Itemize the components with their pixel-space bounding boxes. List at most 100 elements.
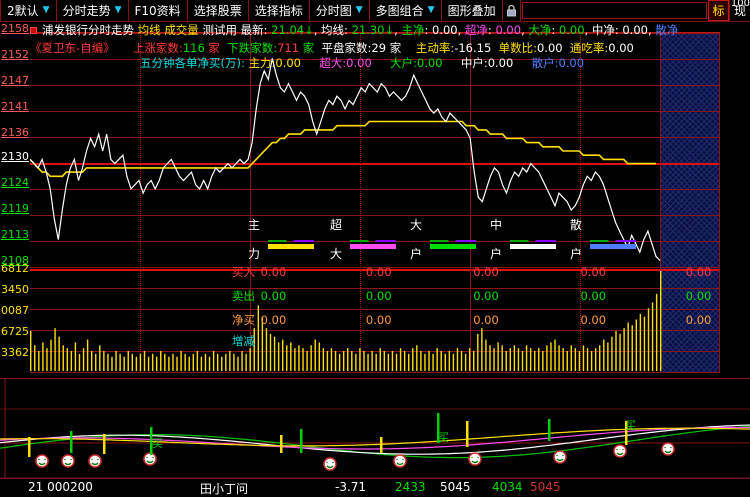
toolbar-button-current[interactable]: 现 bbox=[729, 0, 750, 21]
chart-canvas bbox=[30, 58, 662, 371]
flow-value: 0.00 bbox=[365, 265, 392, 279]
flow-value: 0.00 bbox=[685, 289, 712, 303]
legend-dash-icon bbox=[350, 240, 396, 242]
grid-line bbox=[30, 111, 720, 112]
grid-line bbox=[30, 309, 720, 310]
five-min-mid-value: 0.00 bbox=[487, 56, 514, 70]
status-value-1: 2433 bbox=[395, 480, 426, 494]
up-count-value: 116 bbox=[182, 41, 205, 55]
grid-line bbox=[250, 33, 251, 372]
down-count-value: 711 bbox=[277, 41, 300, 55]
latest-label: 最新 bbox=[240, 23, 264, 37]
flow-row-label: 净买 bbox=[232, 313, 255, 327]
latest-value: 21.04 bbox=[271, 23, 305, 37]
future-time-zone bbox=[660, 33, 720, 372]
toolbar-button-label: 分时图 bbox=[315, 4, 352, 18]
chevron-down-icon[interactable]: ▼ bbox=[42, 5, 50, 15]
search-input[interactable] bbox=[521, 2, 707, 19]
status-value-3: 5045 bbox=[440, 480, 471, 494]
legend-item-super: 超 大 bbox=[330, 216, 342, 262]
chevron-down-icon[interactable]: ▼ bbox=[427, 5, 435, 15]
legend-label-top: 超 bbox=[330, 218, 343, 232]
axis-label: 3450 bbox=[1, 283, 29, 296]
eat-rate-value: 0.00 bbox=[608, 41, 634, 55]
flow-row-net: 净买 0.00 0.00 0.00 0.00 0.00 bbox=[232, 312, 711, 328]
toolbar-button-select-indicator[interactable]: 选择指标 bbox=[249, 0, 310, 21]
status-name: 田小丁问 bbox=[200, 482, 249, 496]
toolbar-right-group: 标 现 bbox=[708, 0, 750, 21]
svg-text:买: 买 bbox=[152, 437, 163, 450]
flow-value: 0.00 bbox=[260, 313, 287, 327]
toolbar-button-mark[interactable]: 标 bbox=[708, 0, 729, 21]
axis-label: 2130 bbox=[1, 150, 29, 163]
order-ratio-label: 单数比 bbox=[498, 41, 534, 55]
up-count-unit: 家 bbox=[208, 41, 220, 55]
toolbar-button-default[interactable]: 2默认 ▼ bbox=[0, 0, 57, 21]
grid-line bbox=[719, 33, 720, 372]
grid-line bbox=[470, 33, 471, 372]
axis-label: 6812 bbox=[1, 262, 29, 275]
legend-item-mid: 中 户 bbox=[490, 216, 502, 262]
flow-row-change: 增减 bbox=[232, 333, 255, 349]
legend-label-top: 大 bbox=[410, 218, 423, 232]
toolbar-button-label: 现 bbox=[733, 4, 746, 18]
flat-count-label: 平盘家数 bbox=[321, 41, 368, 55]
grid-line-reference bbox=[30, 163, 720, 165]
axis-label: 2158 bbox=[1, 22, 29, 35]
flow-value: 0.00 bbox=[580, 265, 607, 279]
toolbar-button-intraday-chart[interactable]: 分时图 ▼ bbox=[310, 0, 370, 21]
page-title: 浦发银行分时走势 bbox=[42, 23, 134, 37]
price-chart-panel[interactable] bbox=[30, 32, 720, 373]
toolbar-button-select-stock[interactable]: 选择股票 bbox=[188, 0, 249, 21]
toolbar-button-intraday-trend[interactable]: 分时走势 ▼ bbox=[57, 0, 129, 21]
toolbar-button-label: F10资料 bbox=[134, 4, 181, 18]
flow-value: 0.00 bbox=[685, 313, 712, 327]
legend-swatch-mid bbox=[510, 240, 556, 249]
chevron-down-icon[interactable]: ▼ bbox=[355, 5, 363, 15]
flow-row-buy: 买入 0.00 0.00 0.00 0.00 0.00 bbox=[232, 264, 711, 280]
indicator-panel[interactable]: 买买买 bbox=[0, 378, 750, 479]
axis-label: 2152 bbox=[1, 48, 29, 61]
big-net-label: 大净 bbox=[528, 23, 552, 37]
five-min-mid-label: 中户 bbox=[460, 56, 484, 70]
toolbar-button-f10[interactable]: F10资料 bbox=[129, 0, 188, 21]
flow-row-sell: 卖出 0.00 0.00 0.00 0.00 0.00 bbox=[232, 288, 711, 304]
flow-row-label: 增减 bbox=[232, 334, 255, 348]
grid-line bbox=[140, 33, 141, 372]
status-code: 21 000200 bbox=[28, 480, 93, 494]
legend-label-bottom: 大 bbox=[330, 247, 343, 261]
active-rate-value: -16.15 bbox=[454, 41, 492, 55]
legend-swatch-retail bbox=[590, 240, 636, 249]
flow-value: 0.00 bbox=[365, 313, 392, 327]
chevron-down-icon[interactable]: ▼ bbox=[114, 5, 122, 15]
five-min-big-label: 大户 bbox=[390, 56, 414, 70]
axis-label: 2108 bbox=[1, 254, 29, 267]
svg-text:买: 买 bbox=[625, 419, 636, 432]
legend-label-top: 中 bbox=[490, 218, 503, 232]
axis-label: 2119 bbox=[1, 202, 29, 215]
red-square-icon bbox=[30, 27, 37, 34]
main-net-label: 主净 bbox=[401, 23, 425, 37]
five-min-big-value: 0.00 bbox=[416, 56, 443, 70]
lock-icon[interactable] bbox=[503, 0, 521, 21]
flow-value: 0.00 bbox=[473, 265, 499, 279]
axis-label: 2141 bbox=[1, 100, 29, 113]
indicator-canvas: 买买买 bbox=[0, 379, 750, 479]
toolbar-button-overlay[interactable]: 图形叠加 bbox=[442, 0, 503, 21]
flow-value: 0.00 bbox=[473, 313, 499, 327]
author-label: 《夏卫东-自编》 bbox=[30, 41, 115, 55]
down-count-label: 下跌家数 bbox=[227, 41, 274, 55]
flow-value: 0.00 bbox=[260, 289, 287, 303]
toolbar-button-multi-chart[interactable]: 多图组合 ▼ bbox=[370, 0, 442, 21]
legend-dash-icon bbox=[268, 240, 314, 242]
flow-row-label: 买入 bbox=[232, 265, 255, 279]
grid-line bbox=[30, 33, 720, 34]
grid-line bbox=[30, 85, 720, 86]
super-net-label: 超净 bbox=[464, 23, 488, 37]
five-min-retail-value: 0.00 bbox=[558, 56, 585, 70]
flow-value: 0.00 bbox=[365, 289, 392, 303]
legend-swatch-super bbox=[350, 240, 396, 249]
header-info-row: 浦发银行分时走势 均线 成交量 测试用 最新: 21.04↓, 均线: 21.3… bbox=[30, 22, 678, 38]
legend-bar-icon bbox=[350, 244, 396, 249]
grid-line bbox=[30, 189, 720, 190]
